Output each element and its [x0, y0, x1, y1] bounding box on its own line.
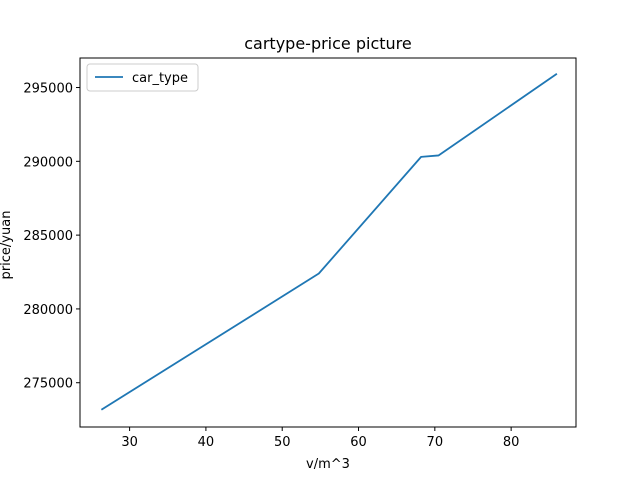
x-axis-label: v/m^3	[306, 457, 350, 472]
y-tick-label: 295000	[23, 82, 73, 97]
chart-title: cartype-price picture	[244, 34, 411, 53]
x-tick-label: 50	[274, 435, 291, 450]
legend-box	[86, 63, 199, 92]
y-tick-label: 280000	[23, 303, 73, 318]
x-tick-label: 80	[503, 435, 520, 450]
plot-frame	[79, 57, 577, 428]
x-tick-label: 70	[427, 435, 444, 450]
legend-label-car-type: car_type	[132, 71, 188, 86]
plot-area: 30 40 50 60 70 80 275000 280000 285000 290000 2950…	[23, 57, 577, 450]
x-tick-label: 60	[350, 435, 367, 450]
legend: car_type	[86, 63, 199, 92]
y-tick-label: 275000	[23, 377, 73, 392]
y-axis-label: price/yuan	[0, 211, 14, 280]
x-tick-label: 30	[121, 435, 138, 450]
x-tick-label: 40	[198, 435, 215, 450]
y-tick-label: 285000	[23, 229, 73, 244]
series-line-car-type	[100, 72, 558, 411]
y-tick-label: 290000	[23, 155, 73, 170]
